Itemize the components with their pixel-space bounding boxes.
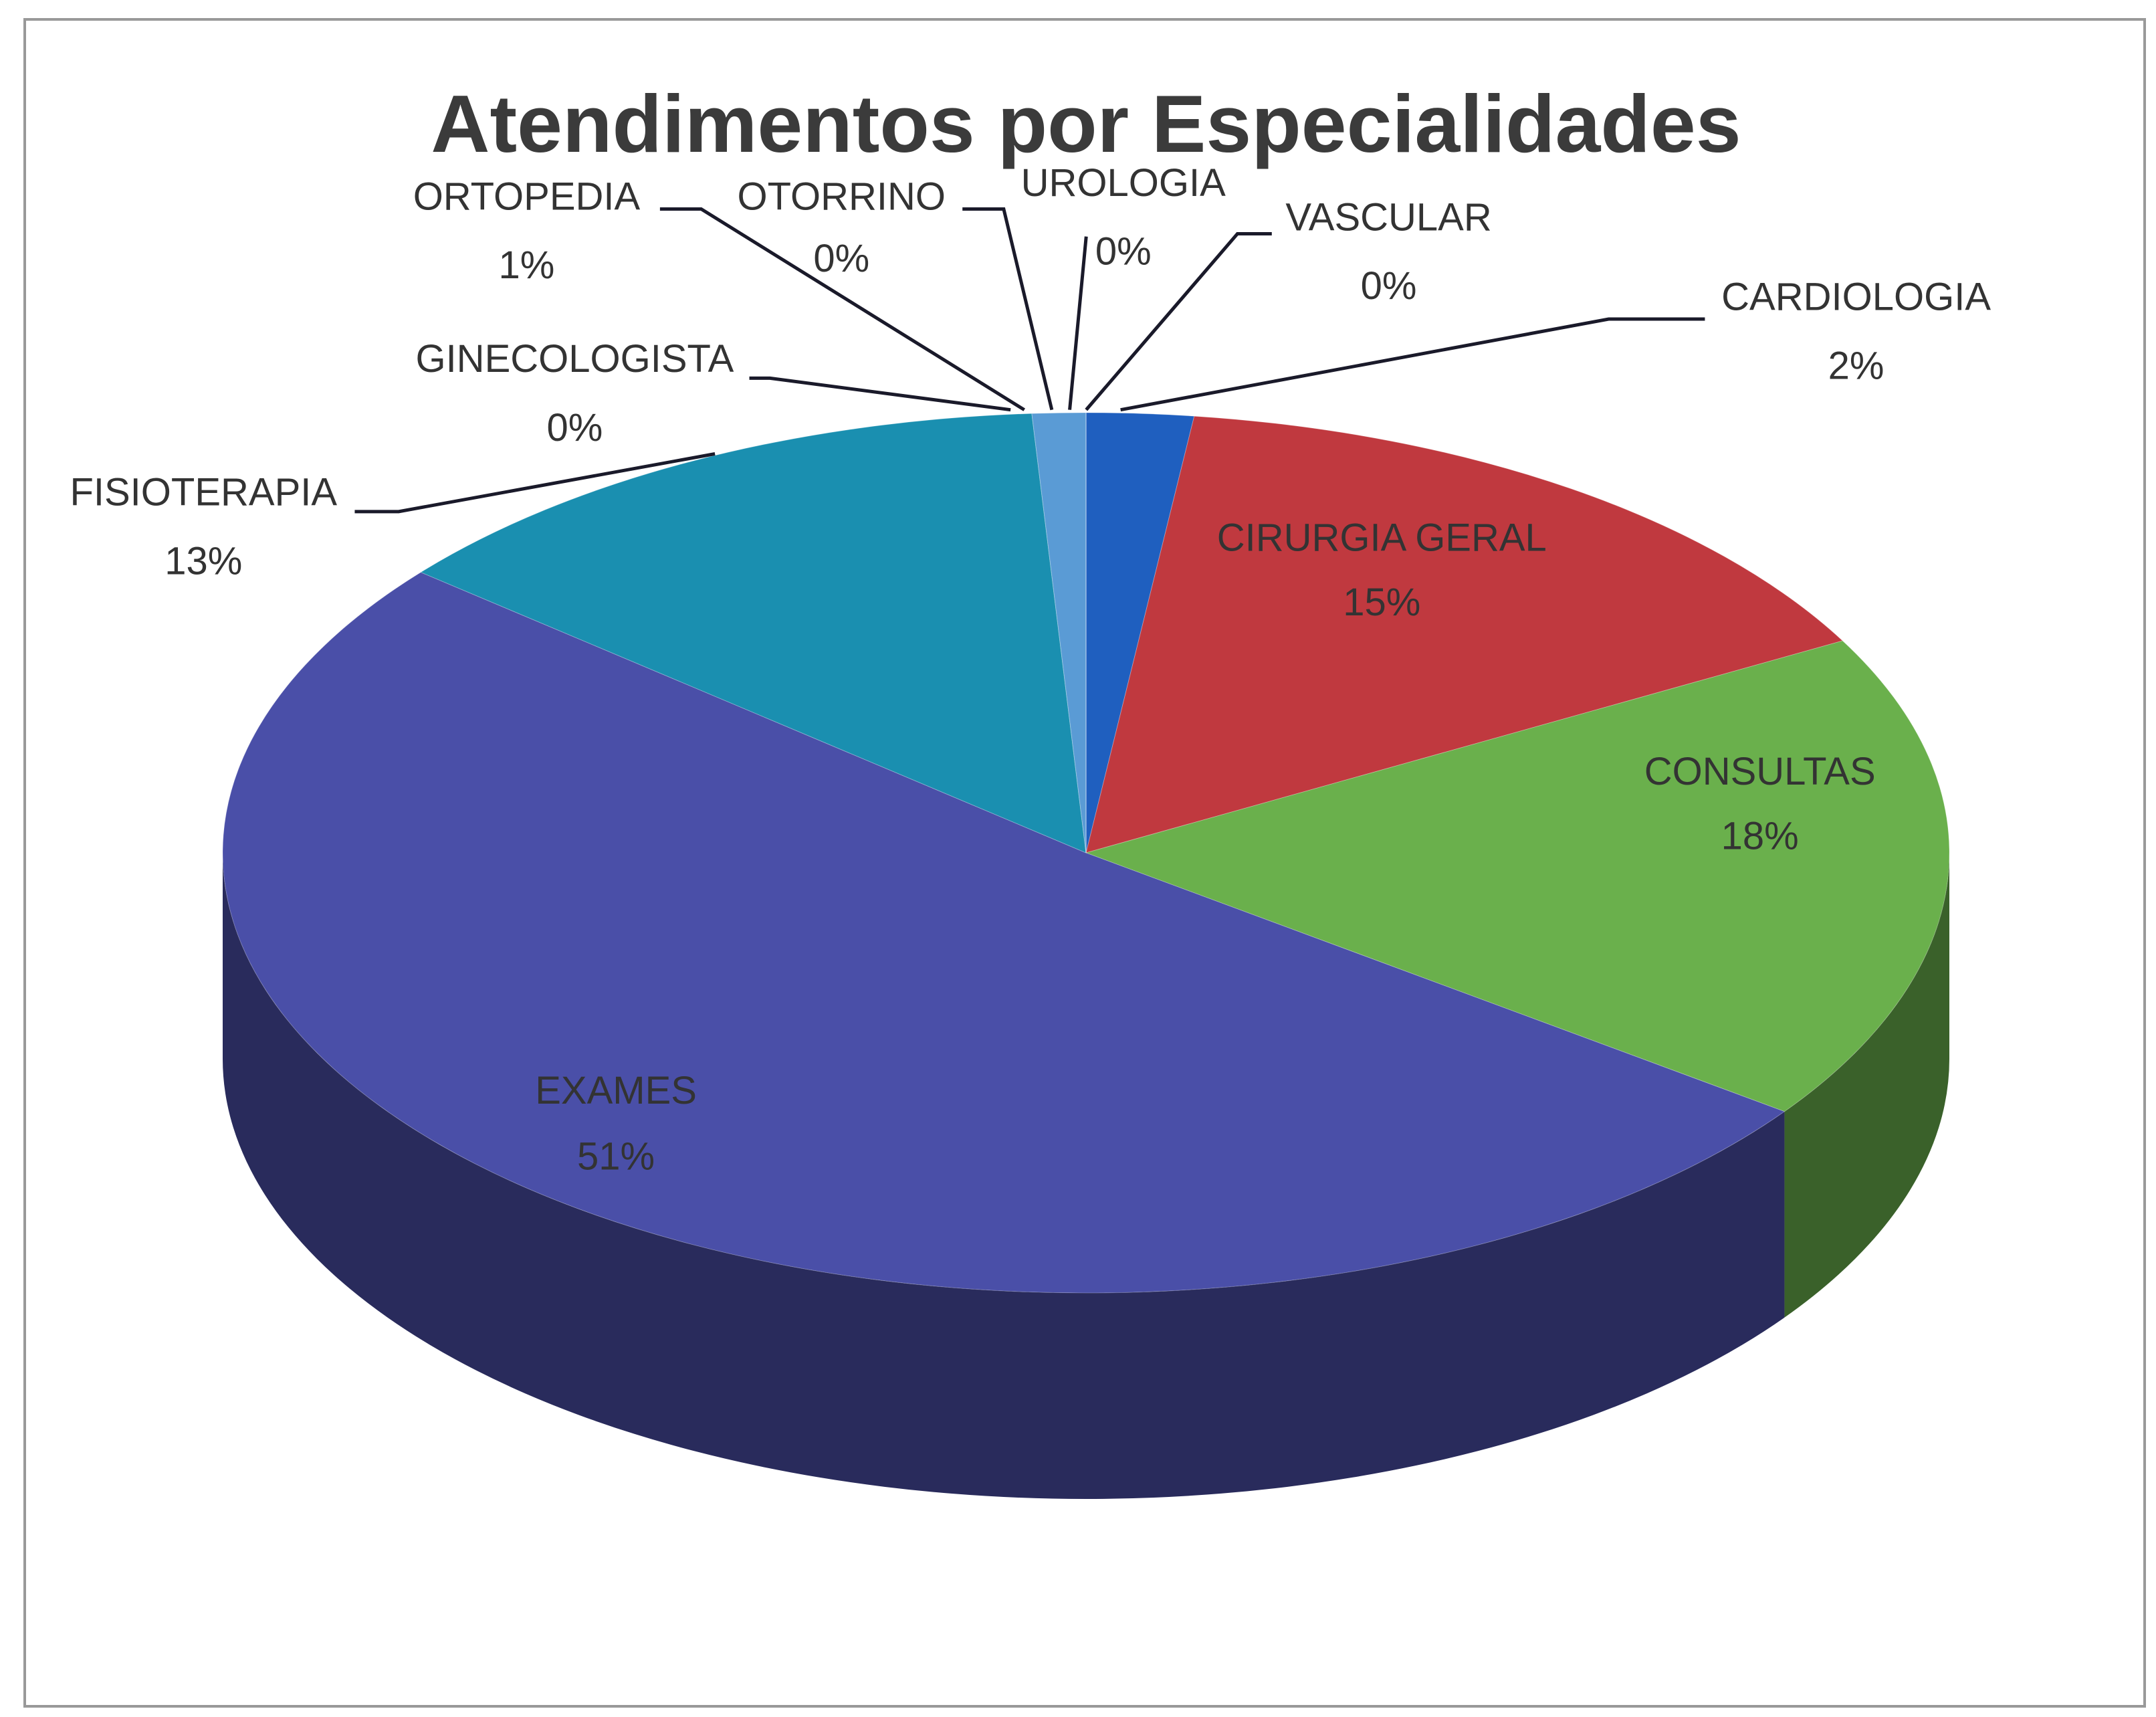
category-label: CARDIOLOGIA bbox=[1721, 276, 1991, 319]
category-label: EXAMES bbox=[535, 1069, 697, 1112]
slice bbox=[1085, 640, 1950, 1112]
category-label: CIRURGIA GERAL bbox=[1217, 516, 1547, 559]
value-label: 13% bbox=[165, 539, 242, 583]
value-label: 15% bbox=[1343, 581, 1420, 624]
category-label: VASCULAR bbox=[1285, 195, 1491, 239]
slice bbox=[1085, 412, 1195, 853]
slice bbox=[1085, 415, 1844, 853]
value-label: 0% bbox=[1361, 264, 1417, 308]
leader-line bbox=[659, 207, 1026, 411]
value-label: 51% bbox=[577, 1135, 655, 1179]
category-label: ORTOPEDIA bbox=[413, 175, 641, 218]
leader-line bbox=[1120, 317, 1705, 412]
category-label: UROLOGIA bbox=[1021, 161, 1226, 205]
leader-line bbox=[354, 452, 716, 514]
leader-line bbox=[1068, 236, 1088, 410]
leader-line bbox=[1085, 232, 1272, 411]
slice-side bbox=[1784, 853, 1949, 1318]
value-label: 0% bbox=[546, 406, 603, 449]
slice-side bbox=[223, 853, 1785, 1499]
slice bbox=[222, 572, 1786, 1294]
category-label: OTORRINO bbox=[738, 175, 946, 218]
slice bbox=[420, 413, 1087, 853]
slice bbox=[1031, 412, 1087, 853]
value-label: 1% bbox=[499, 243, 555, 287]
value-label: 0% bbox=[813, 237, 869, 280]
chart-title: Atendimentos por Especialidades bbox=[431, 78, 1741, 169]
category-label: CONSULTAS bbox=[1644, 750, 1876, 793]
leader-line bbox=[749, 376, 1011, 412]
value-label: 2% bbox=[1828, 344, 1884, 387]
leader-line bbox=[962, 207, 1054, 411]
value-label: 0% bbox=[1095, 230, 1152, 274]
value-label: 18% bbox=[1721, 814, 1799, 857]
category-label: GINECOLOGISTA bbox=[415, 337, 734, 381]
category-label: FISIOTERAPIA bbox=[70, 470, 337, 514]
